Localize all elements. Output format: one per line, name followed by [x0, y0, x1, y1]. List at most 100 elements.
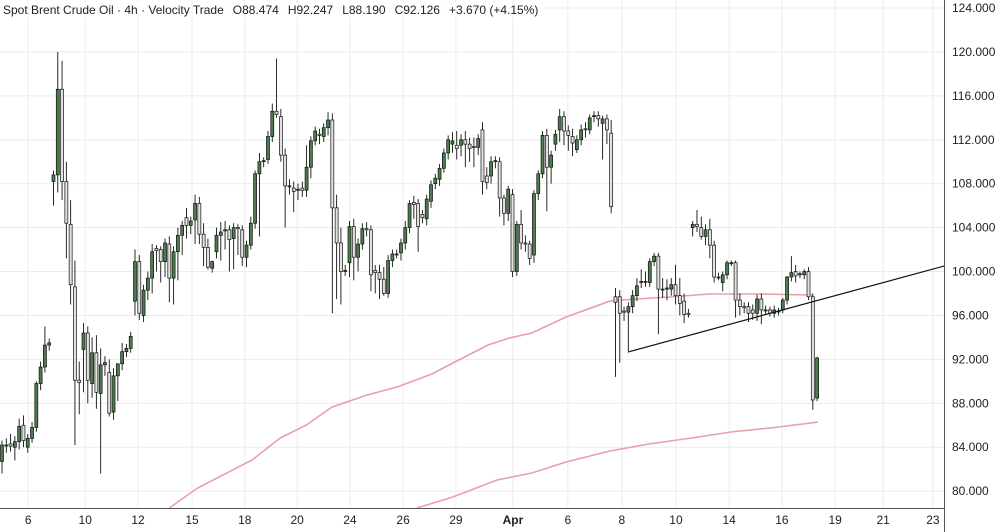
- candle: [665, 279, 669, 301]
- candle-body-down: [519, 223, 523, 244]
- candle: [442, 148, 446, 173]
- candle-body-down: [420, 214, 425, 219]
- candle-body-up: [553, 133, 558, 145]
- candle-body-up: [592, 115, 596, 117]
- candle: [806, 267, 811, 301]
- candle: [98, 348, 103, 474]
- candle: [785, 275, 789, 305]
- candle: [334, 194, 339, 299]
- candle: [141, 284, 146, 323]
- candle: [291, 181, 296, 213]
- candle-body-up: [309, 140, 313, 168]
- candle: [759, 293, 764, 325]
- candle: [68, 200, 73, 305]
- candle-body-up: [802, 271, 807, 276]
- candle: [493, 156, 498, 169]
- candle: [304, 145, 309, 197]
- candle: [339, 227, 343, 305]
- candle-body-up: [360, 228, 365, 245]
- candle: [699, 216, 704, 240]
- candle-body-up: [442, 152, 446, 169]
- candle-body-up: [266, 136, 270, 160]
- candle-body-up: [394, 253, 399, 256]
- candle-body-up: [716, 276, 721, 279]
- candle-body-up: [690, 223, 695, 228]
- candle: [167, 236, 172, 303]
- candle-body-down: [746, 306, 751, 314]
- candle: [343, 264, 348, 276]
- candle: [321, 123, 326, 142]
- candle: [154, 245, 159, 272]
- candle-body-up: [549, 154, 553, 168]
- candle-body-up: [450, 140, 455, 145]
- candle-body-up: [343, 270, 348, 272]
- ohlc-open: O88.474: [232, 3, 279, 17]
- candle: [570, 128, 575, 157]
- candle-body-up: [34, 383, 39, 428]
- candle-body-up: [446, 139, 451, 154]
- candle-body-up: [304, 166, 309, 191]
- candle-body-down: [227, 229, 232, 241]
- x-tick-label: 16: [775, 513, 789, 527]
- candle: [120, 342, 124, 371]
- candle-body-up: [25, 438, 30, 448]
- candle: [703, 224, 708, 246]
- y-tick-label: 116.000: [952, 89, 995, 103]
- candle-body-down: [605, 118, 609, 131]
- candle: [639, 269, 644, 288]
- candle: [532, 190, 536, 263]
- candle-body-down: [381, 278, 386, 294]
- candle: [536, 170, 541, 201]
- trendline: [629, 265, 944, 353]
- candle-body-down: [377, 272, 382, 280]
- candle-body-up: [150, 251, 154, 279]
- candle-body-up: [188, 220, 193, 226]
- candle: [815, 356, 819, 402]
- candle: [244, 240, 249, 268]
- candle-body-up: [703, 229, 708, 237]
- candle: [707, 218, 712, 259]
- candle-body-down: [523, 242, 528, 245]
- candle: [686, 308, 691, 318]
- candle: [424, 194, 429, 226]
- candle: [540, 130, 545, 179]
- candle-body-down: [373, 270, 378, 273]
- candle: [416, 199, 420, 252]
- x-tick-label: 29: [449, 513, 463, 527]
- candle-body-up: [17, 425, 22, 443]
- y-tick-label: 96.000: [952, 308, 989, 322]
- candle-body-up: [575, 139, 579, 150]
- candle-body-up: [120, 351, 124, 365]
- candle-body-up: [536, 173, 541, 194]
- candle: [8, 434, 13, 452]
- candle-body-down: [364, 228, 369, 231]
- candle-body-down: [617, 296, 622, 314]
- candle-body-up: [51, 174, 56, 182]
- x-tick-label: 15: [185, 513, 199, 527]
- candle: [103, 356, 107, 376]
- candle-body-up: [47, 342, 52, 346]
- candle: [695, 210, 699, 232]
- candle-body-up: [231, 227, 236, 239]
- candle: [656, 252, 661, 335]
- candle: [128, 331, 133, 353]
- candle: [647, 258, 652, 287]
- candle: [454, 130, 459, 160]
- candle: [17, 418, 22, 450]
- candle: [553, 129, 558, 151]
- candle-body-down: [416, 203, 420, 227]
- candle: [407, 200, 412, 234]
- candle-body-down: [686, 312, 691, 315]
- candle-body-down: [699, 227, 704, 237]
- candle: [25, 434, 30, 453]
- candle: [630, 290, 635, 314]
- candle: [798, 271, 802, 279]
- candle: [270, 103, 275, 142]
- candle: [313, 126, 318, 146]
- x-tick-label: 12: [131, 513, 145, 527]
- candle-body-up: [780, 299, 785, 311]
- candle-body-down: [60, 88, 64, 182]
- candle-body-down: [236, 227, 240, 230]
- candle: [390, 249, 395, 268]
